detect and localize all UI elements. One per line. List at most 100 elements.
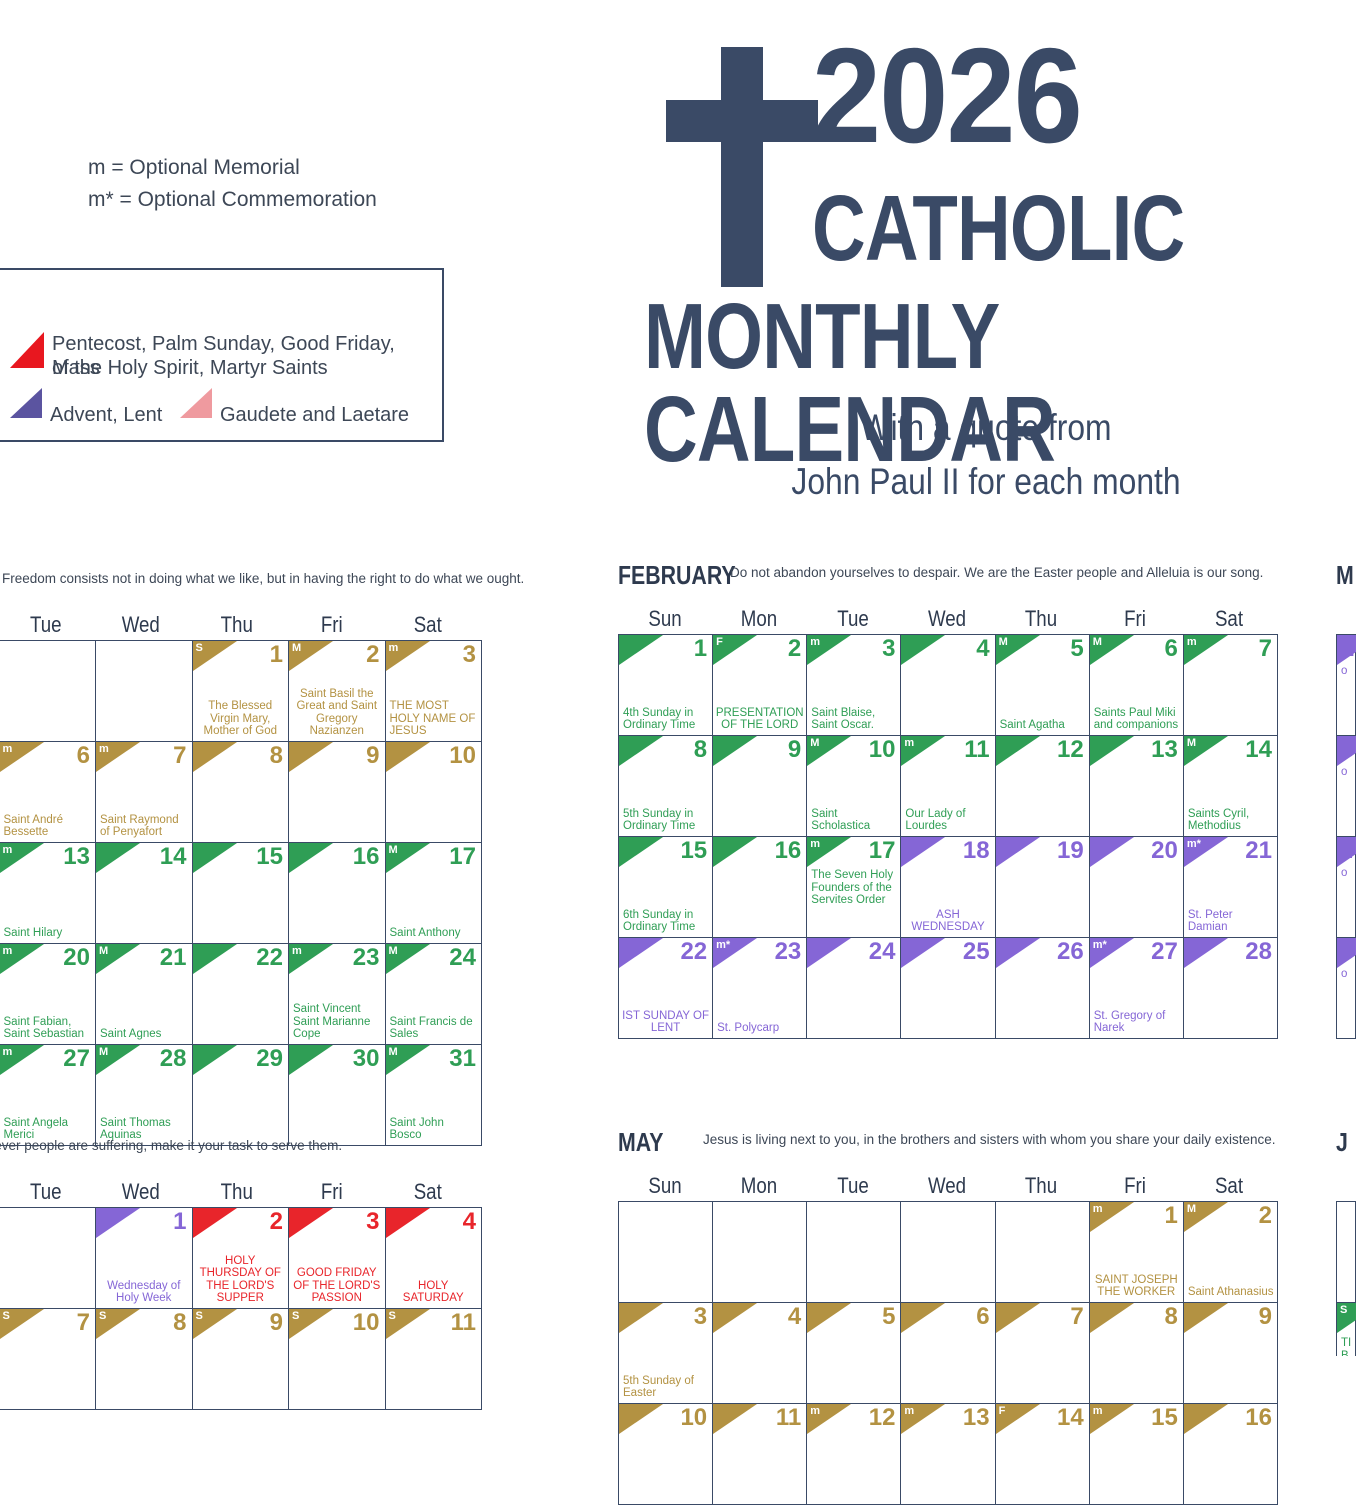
march-label: M bbox=[1336, 560, 1354, 590]
day-number: 25 bbox=[962, 938, 990, 965]
day-cell[interactable]: 8 bbox=[191, 741, 289, 843]
day-cell[interactable]: 15 6th Sunday in Ordinary Time bbox=[617, 836, 714, 938]
day-cell[interactable]: m 7 Saint Raymond of Penyafort bbox=[95, 741, 193, 843]
day-cell[interactable]: 5 bbox=[806, 1302, 902, 1404]
day-cell[interactable]: 9 bbox=[1182, 1302, 1279, 1404]
day-cell[interactable]: 29 bbox=[191, 1044, 289, 1146]
day-cell[interactable]: 16 bbox=[712, 836, 808, 938]
day-cell[interactable]: M 14 Saints Cyril, Methodius bbox=[1182, 735, 1279, 837]
day-cell[interactable]: 1 Wednesday of Holy Week bbox=[95, 1207, 193, 1309]
day-cell[interactable]: M 6 Saints Paul Miki and companions bbox=[1088, 634, 1184, 736]
day-cell[interactable]: M 21 Saint Agnes bbox=[95, 943, 193, 1045]
day-number: 20 bbox=[1151, 837, 1178, 864]
day-cell[interactable]: 16 bbox=[1182, 1403, 1279, 1505]
day-number: 5 bbox=[1070, 635, 1084, 662]
day-cell[interactable]: 3 GOOD FRIDAY OF THE LORD'S PASSION bbox=[288, 1207, 386, 1309]
day-cell[interactable]: 19 bbox=[994, 836, 1090, 938]
day-cell[interactable]: m 1 SAINT JOSEPH THE WORKER bbox=[1088, 1201, 1184, 1303]
day-cell[interactable]: M 17 Saint Anthony bbox=[384, 842, 482, 944]
day-cell[interactable]: 9 bbox=[712, 735, 808, 837]
rank-marker: m* bbox=[1092, 939, 1107, 951]
day-cell[interactable]: m 13 Saint Hilary bbox=[0, 842, 96, 944]
day-cell[interactable]: F 14 bbox=[994, 1403, 1090, 1505]
day-cell[interactable]: 10 bbox=[617, 1403, 714, 1505]
day-cell[interactable]: m 12 bbox=[806, 1403, 902, 1505]
day-cell[interactable]: 3 5th Sunday of Easter bbox=[617, 1302, 714, 1404]
day-cell[interactable]: 1 4th Sunday in Ordinary Time bbox=[617, 634, 714, 736]
day-cell[interactable]: m* 21 St. Peter Damian bbox=[1182, 836, 1279, 938]
liturgical-color-corner bbox=[96, 944, 140, 974]
day-cell[interactable]: 22 bbox=[191, 943, 289, 1045]
day-cell[interactable]: 25 bbox=[900, 937, 996, 1039]
day-cell[interactable]: 18 ASH WEDNESDAY bbox=[900, 836, 996, 938]
day-number: 21 bbox=[159, 944, 187, 971]
day-cell[interactable]: 26 bbox=[994, 937, 1090, 1039]
day-cell[interactable]: m* 23 St. Polycarp bbox=[712, 937, 808, 1039]
day-cell[interactable]: m 11 Our Lady of Lourdes bbox=[900, 735, 996, 837]
day-cell[interactable]: F 2 PRESENTATION OF THE LORD bbox=[712, 634, 808, 736]
feast-label: Saint John Bosco bbox=[389, 1116, 444, 1142]
day-cell[interactable]: m* 27 St. Gregory of Narek bbox=[1088, 937, 1184, 1039]
day-cell[interactable]: m 13 bbox=[900, 1403, 996, 1505]
day-cell[interactable]: 10 bbox=[384, 741, 482, 843]
day-cell[interactable]: 30 bbox=[288, 1044, 386, 1146]
day-cell[interactable]: 20 bbox=[1088, 836, 1184, 938]
day-cell[interactable]: M 10 Saint Scholastica bbox=[806, 735, 902, 837]
day-cell[interactable]: 4 bbox=[900, 634, 996, 736]
day-cell[interactable]: S 10 bbox=[288, 1308, 386, 1410]
day-cell[interactable]: m 3 THE MOST HOLY NAME OF JESUS bbox=[384, 640, 482, 742]
day-cell[interactable]: m 15 bbox=[1088, 1403, 1184, 1505]
day-cell[interactable]: 7 bbox=[994, 1302, 1090, 1404]
feast-label: Our Lady of Lourdes bbox=[905, 807, 966, 833]
liturgical-color-corner bbox=[1183, 1404, 1228, 1434]
day-cell[interactable]: m 17 The Seven Holy Founders of the Servit… bbox=[806, 836, 902, 938]
day-cell[interactable]: m 27 Saint Angela Merici bbox=[0, 1044, 96, 1146]
liturgical-color-corner bbox=[96, 1045, 140, 1075]
day-cell[interactable] bbox=[1336, 1201, 1356, 1303]
day-cell[interactable]: M 5 Saint Agatha bbox=[994, 634, 1090, 736]
day-cell[interactable]: M 31 Saint John Bosco bbox=[384, 1044, 482, 1146]
day-cell[interactable]: 8 5th Sunday in Ordinary Time bbox=[617, 735, 714, 837]
day-cell[interactable]: M 28 Saint Thomas Aquinas bbox=[95, 1044, 193, 1146]
day-cell[interactable]: 6 bbox=[900, 1302, 996, 1404]
weekday-label-fri: Fri bbox=[320, 612, 343, 637]
day-cell[interactable]: 15 bbox=[191, 842, 289, 944]
day-cell[interactable]: 22 IST SUNDAY OF LENT bbox=[617, 937, 714, 1039]
liturgical-color-corner bbox=[192, 944, 237, 974]
day-cell[interactable]: 16 bbox=[288, 842, 386, 944]
day-cell[interactable]: M 2 Saint Athanasius bbox=[1182, 1201, 1279, 1303]
day-cell[interactable]: 4 bbox=[712, 1302, 808, 1404]
day-cell[interactable]: m 6 Saint André Bessette bbox=[0, 741, 96, 843]
day-cell[interactable]: m 20 Saint Fabian, Saint Sebastian bbox=[0, 943, 96, 1045]
day-cell-empty bbox=[994, 1201, 1090, 1303]
day-cell[interactable]: 9 bbox=[288, 741, 386, 843]
day-number: 22 bbox=[256, 944, 283, 971]
day-cell[interactable]: M 2 Saint Basil the Great and Saint Gregor… bbox=[288, 640, 386, 742]
day-cell[interactable]: 14 bbox=[95, 842, 193, 944]
day-cell[interactable]: m 23 Saint Vincent Saint Marianne Cope bbox=[288, 943, 386, 1045]
day-cell[interactable]: 12 bbox=[994, 735, 1090, 837]
day-cell[interactable]: S 1 The Blessed Virgin Mary, Mother of God bbox=[191, 640, 289, 742]
day-cell[interactable]: 13 bbox=[1088, 735, 1184, 837]
day-cell[interactable]: S 11 bbox=[384, 1308, 482, 1410]
day-cell[interactable]: S TI B bbox=[1336, 1302, 1356, 1356]
day-cell[interactable]: 11 bbox=[712, 1403, 808, 1505]
day-cell[interactable]: 2 HOLY THURSDAY OF THE LORD'S SUPPER bbox=[191, 1207, 289, 1309]
day-cell[interactable]: 4 HOLY SATURDAY bbox=[384, 1207, 482, 1309]
weekday-label-thu: Thu bbox=[220, 1179, 253, 1204]
weekday-label-wed: Wed bbox=[927, 606, 967, 631]
day-cell[interactable]: 28 bbox=[1182, 937, 1279, 1039]
day-cell[interactable]: M 24 Saint Francis de Sales bbox=[384, 943, 482, 1045]
day-cell[interactable]: 24 bbox=[806, 937, 902, 1039]
feast-label: Saint Athanasius bbox=[1187, 1286, 1274, 1299]
day-cell[interactable]: m 3 Saint Blaise, Saint Oscar. bbox=[806, 634, 902, 736]
day-cell[interactable]: 8 bbox=[1088, 1302, 1184, 1404]
